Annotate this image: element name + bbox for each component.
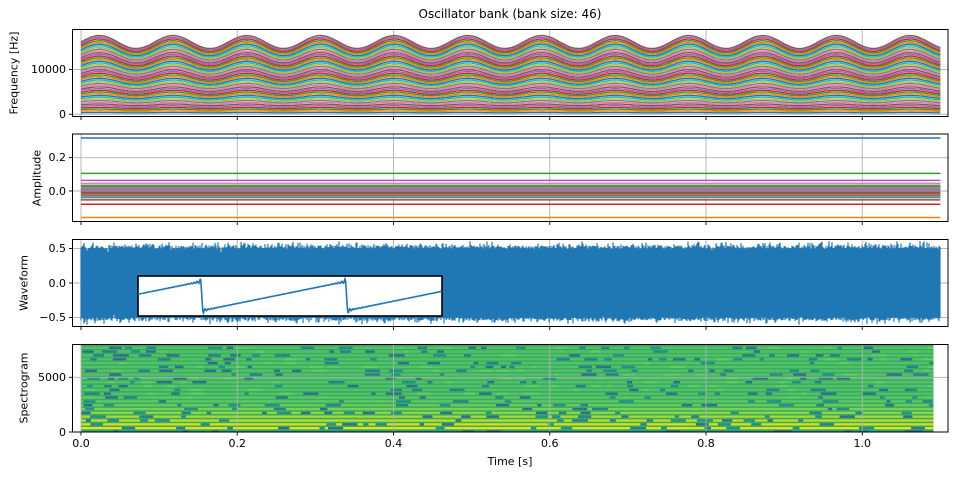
- x-tick-label: 0.2: [228, 437, 247, 450]
- y-tick-label: 0.2: [48, 151, 67, 165]
- y-tick-label: 0.0: [48, 276, 67, 290]
- frequency-plot: [69, 29, 949, 120]
- ylabel-spectrogram: Spectrogram: [17, 352, 31, 424]
- x-tick-label: 0.8: [697, 437, 715, 450]
- y-tick-label: 0.0: [48, 184, 67, 198]
- y-tick-label: 0: [59, 425, 66, 439]
- y-tick-label: −0.5: [39, 311, 66, 325]
- amplitude-plot: [69, 133, 949, 225]
- spectrogram-plot: [69, 344, 949, 436]
- x-tick-label: 1.0: [853, 437, 872, 450]
- figure-title: Oscillator bank (bank size: 46): [418, 7, 602, 21]
- x-axis-label: Time [s]: [487, 455, 533, 468]
- y-tick-label: 0: [59, 107, 66, 121]
- x-tick-label: 0.4: [384, 437, 403, 450]
- x-tick-label: 0.6: [541, 437, 559, 450]
- y-tick-label: 10000: [31, 62, 66, 76]
- y-tick-label: 0.5: [48, 241, 67, 255]
- x-tick-label: 0.0: [72, 437, 90, 450]
- waveform-inset: [137, 275, 443, 317]
- y-tick-label: 5000: [38, 370, 66, 384]
